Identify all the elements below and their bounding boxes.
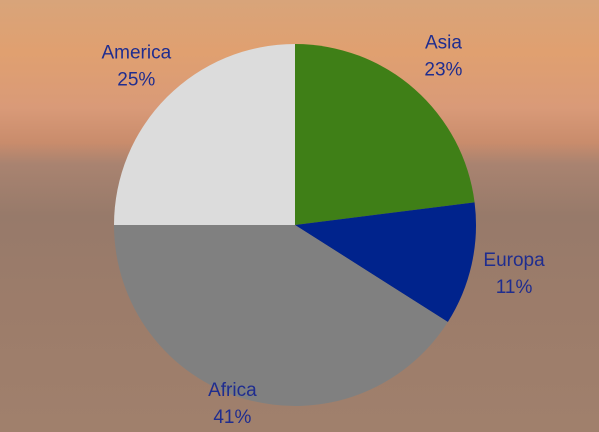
slice-value-label: 11%: [496, 277, 533, 298]
slice-label: Africa: [208, 380, 257, 401]
slice-label: Asia: [425, 33, 462, 54]
slice-value-label: 23%: [424, 60, 462, 81]
slice-value-label: 25%: [117, 69, 155, 90]
pie-slice: [114, 44, 295, 225]
slice-value-label: 41%: [213, 407, 251, 428]
pie-slice: [114, 225, 448, 407]
pie-slice: [295, 44, 475, 225]
pie-slice: [295, 202, 476, 322]
slice-label: Europa: [483, 250, 545, 271]
slice-label: America: [101, 42, 171, 63]
